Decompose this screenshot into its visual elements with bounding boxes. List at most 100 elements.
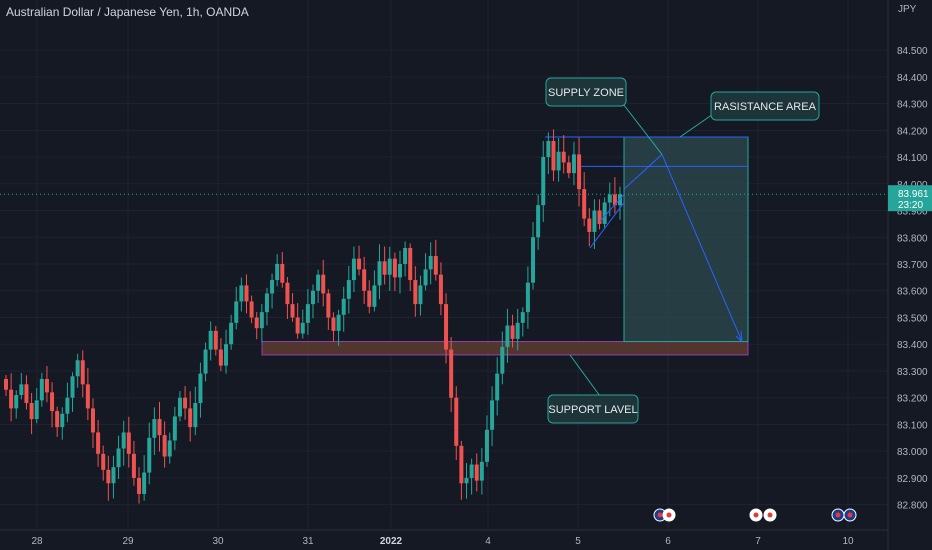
candle[interactable] (500, 346, 505, 374)
candle[interactable] (188, 408, 193, 428)
candle[interactable] (213, 330, 218, 350)
candle[interactable] (438, 274, 443, 305)
candle[interactable] (515, 322, 520, 339)
candle[interactable] (131, 453, 136, 478)
candle[interactable] (541, 157, 546, 206)
candle[interactable] (520, 312, 525, 323)
candle[interactable] (372, 285, 377, 307)
candle[interactable] (152, 419, 157, 438)
candle[interactable] (474, 464, 479, 481)
candle[interactable] (561, 151, 566, 163)
candle[interactable] (80, 360, 85, 385)
candle[interactable] (326, 293, 331, 318)
candle[interactable] (454, 397, 459, 446)
candle[interactable] (423, 269, 428, 286)
candle[interactable] (70, 376, 75, 398)
candle[interactable] (479, 461, 484, 481)
candle[interactable] (239, 285, 244, 302)
candle[interactable] (29, 403, 34, 420)
projection-line-up[interactable] (623, 154, 663, 190)
candle[interactable] (111, 467, 116, 484)
wedge-line-lower[interactable] (589, 202, 625, 249)
candle[interactable] (510, 325, 515, 339)
candle[interactable] (90, 408, 95, 433)
candle[interactable] (367, 290, 372, 307)
candle[interactable] (566, 162, 571, 174)
candle[interactable] (397, 264, 402, 278)
candle[interactable] (571, 154, 576, 174)
candle[interactable] (582, 189, 587, 219)
candle[interactable] (75, 360, 80, 377)
candle[interactable] (556, 151, 561, 171)
candle[interactable] (295, 317, 300, 334)
candle[interactable] (208, 330, 213, 350)
candle[interactable] (101, 453, 106, 470)
candle[interactable] (142, 472, 147, 494)
candle[interactable] (459, 445, 464, 484)
candle[interactable] (377, 261, 382, 286)
candle[interactable] (341, 298, 346, 315)
candle[interactable] (65, 397, 70, 414)
candle[interactable] (280, 264, 285, 283)
candle[interactable] (357, 258, 362, 270)
candle[interactable] (525, 282, 530, 313)
currency-label[interactable]: JPY (898, 4, 917, 15)
candle[interactable] (39, 378, 44, 401)
wedge-line-upper[interactable] (599, 194, 625, 222)
candle[interactable] (336, 314, 341, 331)
candle[interactable] (321, 274, 326, 294)
candle[interactable] (531, 237, 536, 283)
candle[interactable] (469, 464, 474, 478)
current-price-badge[interactable] (888, 185, 932, 212)
candle[interactable] (305, 304, 310, 323)
candle[interactable] (444, 304, 449, 350)
candle[interactable] (285, 282, 290, 305)
candle[interactable] (259, 312, 264, 329)
candle[interactable] (14, 395, 19, 409)
candle[interactable] (96, 432, 101, 454)
candle[interactable] (351, 258, 356, 281)
candle[interactable] (464, 477, 469, 484)
candle[interactable] (147, 437, 152, 473)
candle[interactable] (34, 400, 39, 420)
candle[interactable] (172, 416, 177, 441)
candle[interactable] (264, 293, 269, 313)
candle[interactable] (433, 255, 438, 275)
candle[interactable] (505, 325, 510, 347)
candle[interactable] (316, 274, 321, 291)
candle[interactable] (403, 247, 408, 265)
candle[interactable] (413, 280, 418, 305)
candle[interactable] (362, 269, 367, 291)
candle[interactable] (244, 285, 249, 302)
candle[interactable] (275, 264, 280, 281)
candle[interactable] (311, 290, 315, 305)
candle[interactable] (167, 440, 172, 457)
candle[interactable] (85, 384, 90, 409)
candle[interactable] (203, 349, 208, 374)
candle[interactable] (392, 258, 397, 278)
candle[interactable] (183, 397, 188, 409)
candle[interactable] (597, 210, 602, 224)
candle[interactable] (121, 432, 126, 449)
candle[interactable] (612, 194, 617, 206)
candle[interactable] (449, 349, 454, 398)
candle[interactable] (126, 432, 131, 454)
candle[interactable] (387, 258, 392, 275)
candle[interactable] (290, 304, 295, 318)
candle[interactable] (618, 194, 622, 206)
candle[interactable] (162, 435, 167, 457)
candle[interactable] (270, 280, 275, 294)
candle[interactable] (592, 210, 597, 232)
candle[interactable] (607, 194, 612, 203)
candle[interactable] (577, 154, 582, 190)
candle[interactable] (19, 384, 24, 396)
candle[interactable] (234, 301, 239, 323)
candle[interactable] (331, 317, 336, 331)
candle[interactable] (224, 344, 229, 366)
resistance-area-callout[interactable] (710, 91, 820, 121)
projection-line-down[interactable] (661, 154, 743, 342)
candle[interactable] (24, 384, 29, 404)
candle[interactable] (106, 469, 111, 484)
